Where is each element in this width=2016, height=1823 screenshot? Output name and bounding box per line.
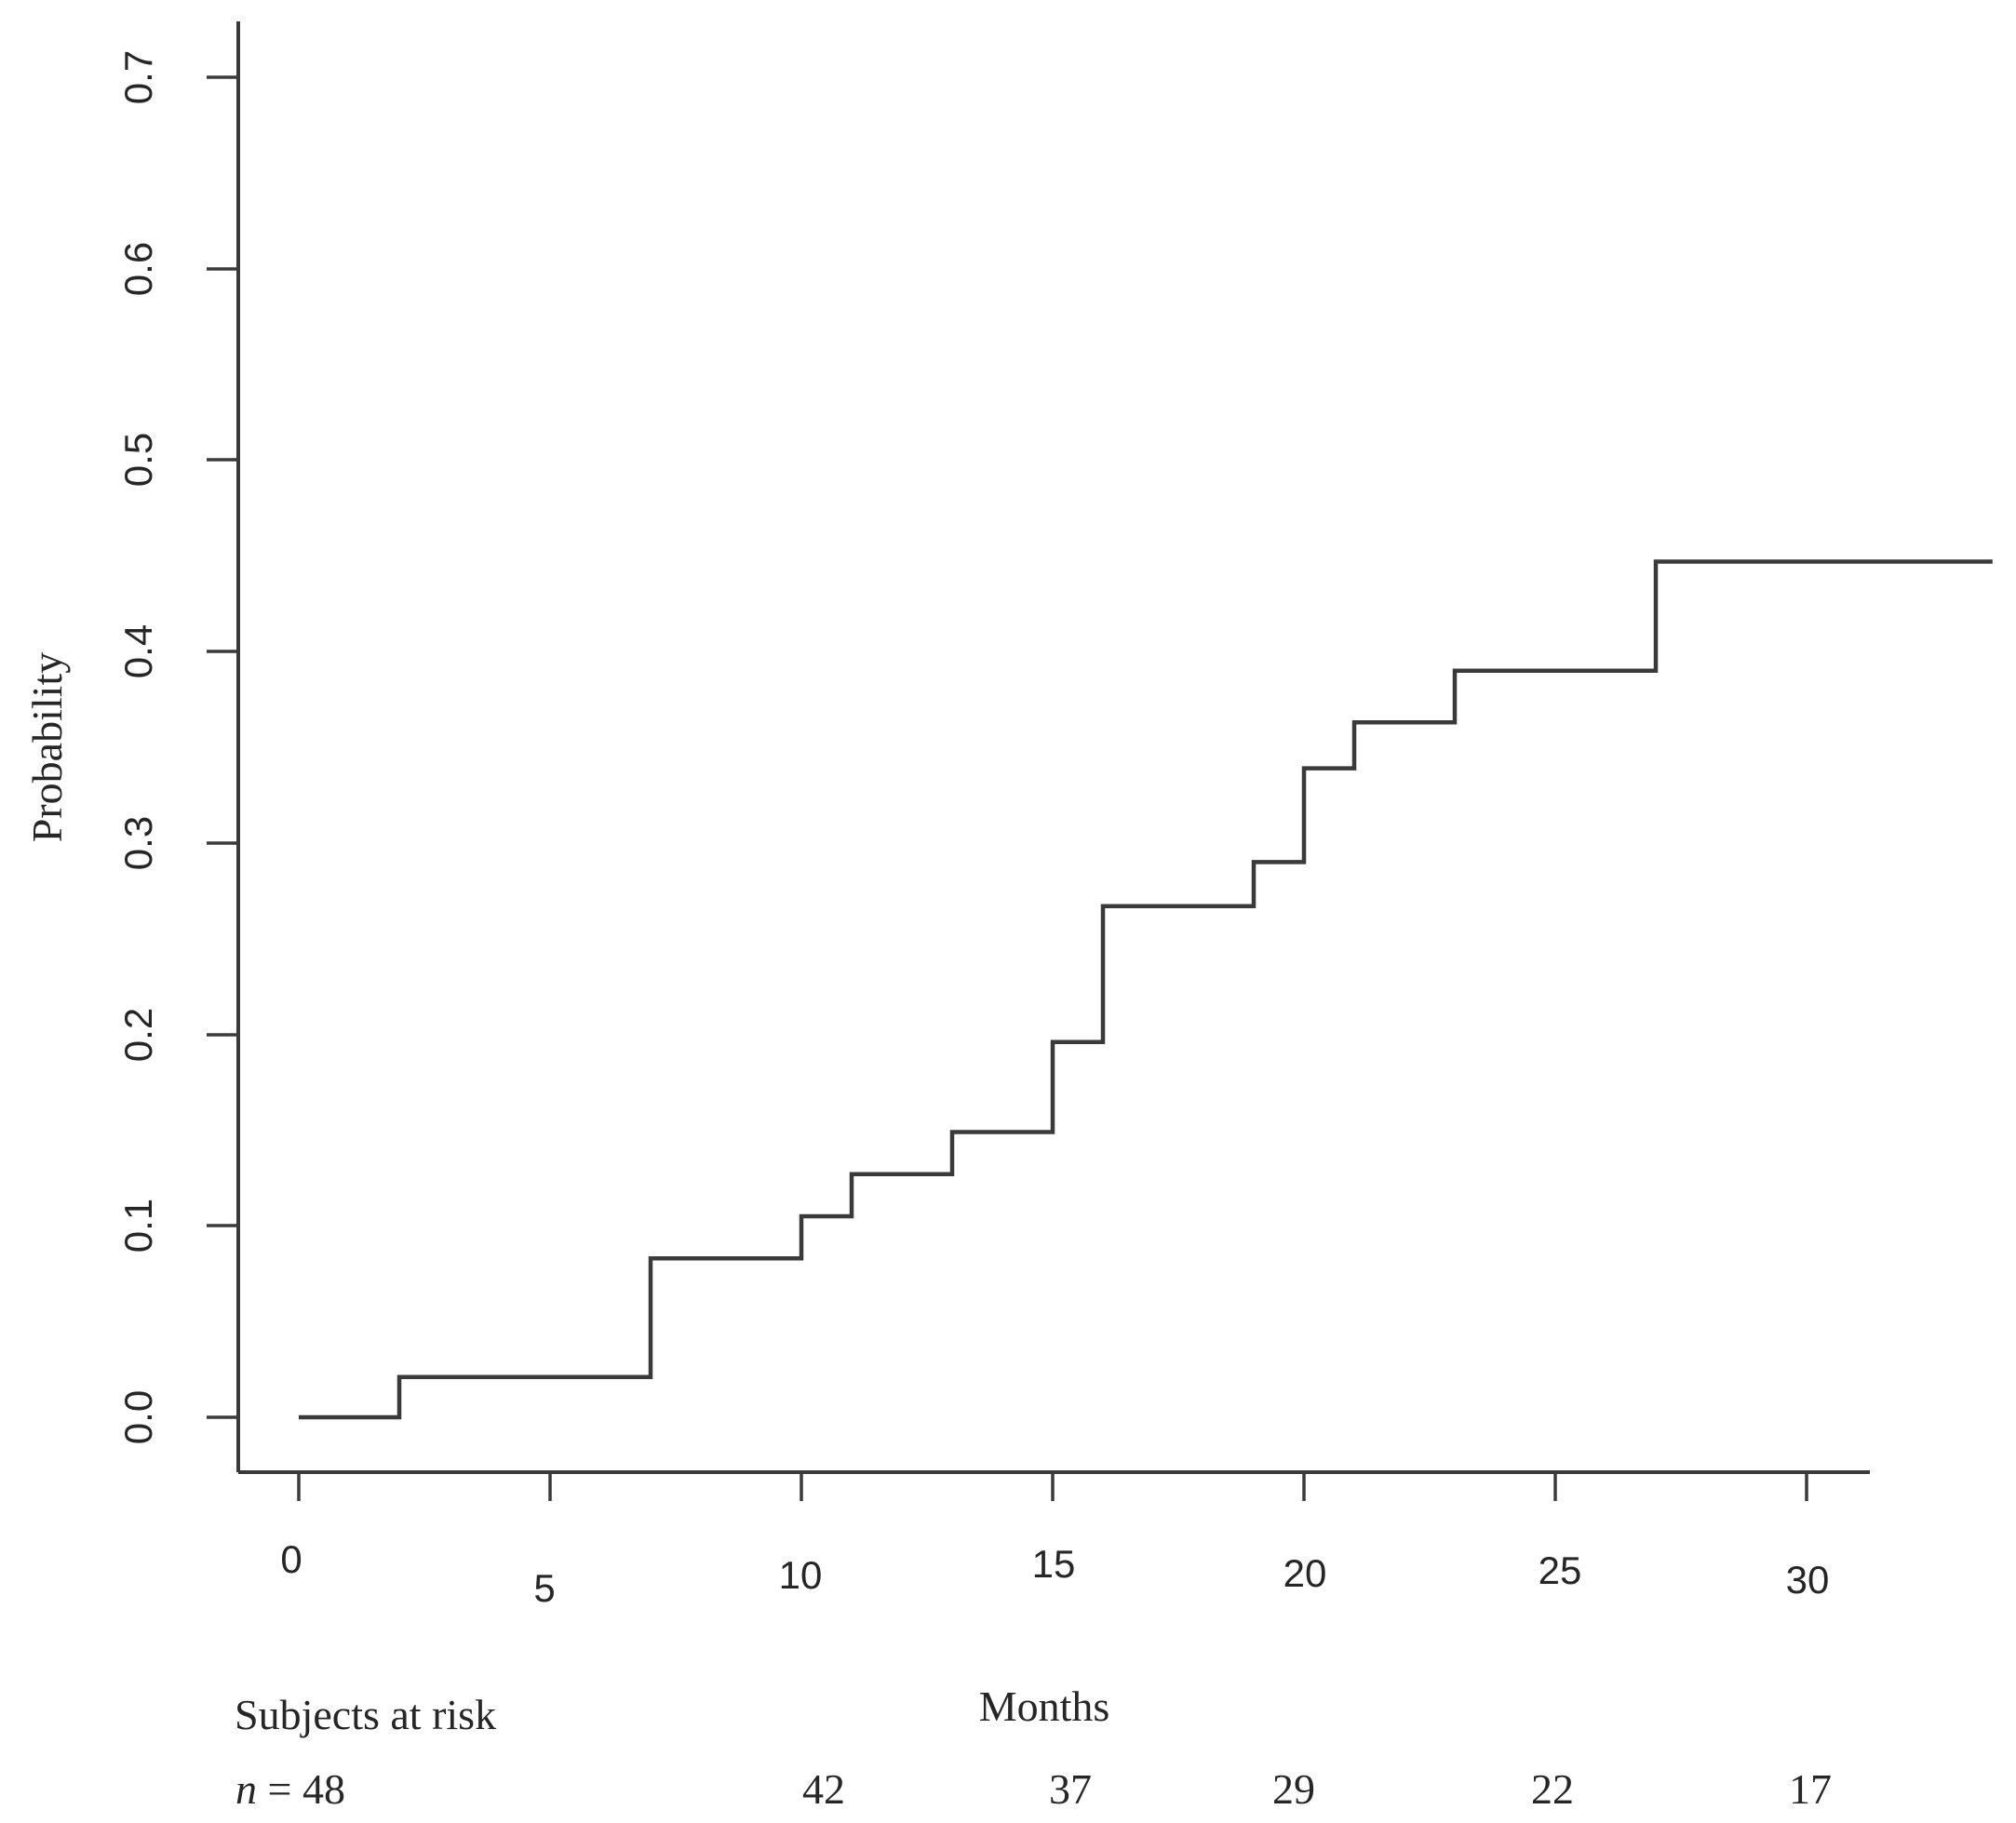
- y-tick-label-0.3: 0.3: [116, 816, 160, 870]
- x-tick-label-5: 5: [533, 1566, 555, 1610]
- y-tick-label-0.4: 0.4: [116, 624, 160, 678]
- x-tick-label-0: 0: [280, 1537, 302, 1581]
- x-tick-label-15: 15: [1032, 1542, 1076, 1586]
- y-tick-labels: 0.0 0.1 0.2 0.3 0.4 0.5 0.6 0.7: [116, 50, 160, 1444]
- x-tick-labels: 0 5 10 15 20 25 30: [280, 1537, 1829, 1610]
- y-tick-label-0.7: 0.7: [116, 50, 160, 104]
- risk-value-month-10: 42: [802, 1765, 845, 1813]
- x-axis-title: Months: [979, 1682, 1110, 1730]
- n-at-risk-baseline: n = 48: [235, 1765, 345, 1813]
- y-tick-label-0.6: 0.6: [116, 242, 160, 296]
- n-value: = 48: [257, 1765, 345, 1813]
- y-axis: [207, 21, 240, 1472]
- risk-table-values: 42 37 29 22 17: [802, 1765, 1832, 1813]
- risk-value-month-25: 22: [1531, 1765, 1574, 1813]
- n-symbol: n: [235, 1765, 257, 1813]
- y-axis-title: Probability: [23, 652, 71, 842]
- y-tick-label-0.1: 0.1: [116, 1199, 160, 1253]
- x-tick-label-25: 25: [1539, 1548, 1582, 1592]
- x-tick-label-10: 10: [779, 1553, 823, 1597]
- x-tick-label-30: 30: [1786, 1558, 1830, 1602]
- y-tick-label-0.5: 0.5: [116, 433, 160, 487]
- x-axis: [238, 1470, 1870, 1501]
- risk-value-month-15: 37: [1049, 1765, 1092, 1813]
- y-tick-label-0.2: 0.2: [116, 1008, 160, 1062]
- risk-value-month-30: 17: [1789, 1765, 1832, 1813]
- x-tick-label-20: 20: [1284, 1551, 1327, 1595]
- cumulative-incidence-curve: [299, 559, 1993, 1420]
- risk-value-month-20: 29: [1272, 1765, 1315, 1813]
- subjects-at-risk-label: Subjects at risk: [235, 1691, 496, 1738]
- y-tick-label-0.0: 0.0: [116, 1390, 160, 1444]
